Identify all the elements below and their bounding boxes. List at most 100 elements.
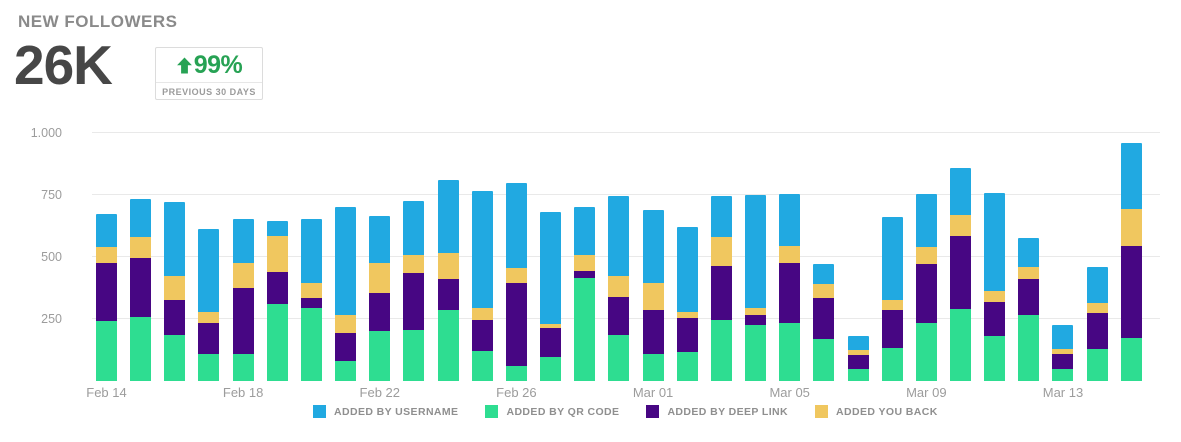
segment-added-by-qr-code[interactable]	[96, 321, 117, 381]
segment-added-by-deep-link[interactable]	[266, 271, 288, 305]
segment-added-by-qr-code[interactable]	[1086, 348, 1108, 381]
segment-added-you-back[interactable]	[915, 247, 937, 265]
segment-added-by-qr-code[interactable]	[266, 304, 288, 381]
segment-added-by-username[interactable]	[1052, 325, 1074, 349]
segment-added-by-username[interactable]	[369, 216, 391, 264]
segment-added-by-qr-code[interactable]	[232, 353, 254, 381]
bar-mar-12[interactable]	[1018, 238, 1040, 381]
segment-added-you-back[interactable]	[1086, 302, 1108, 313]
bar-feb-21[interactable]	[335, 207, 357, 381]
legend-item-added-by-qr-code[interactable]: ADDED BY QR CODE	[485, 405, 619, 418]
bar-feb-22[interactable]	[369, 216, 391, 381]
legend-item-added-you-back[interactable]: ADDED YOU BACK	[815, 405, 938, 418]
bar-mar-06[interactable]	[813, 264, 835, 381]
segment-added-you-back[interactable]	[300, 283, 322, 298]
segment-added-you-back[interactable]	[950, 214, 971, 236]
legend-item-added-by-deep-link[interactable]: ADDED BY DEEP LINK	[646, 405, 788, 418]
bar-feb-26[interactable]	[505, 182, 527, 381]
segment-added-by-qr-code[interactable]	[1120, 337, 1142, 381]
segment-added-by-username[interactable]	[266, 221, 288, 236]
segment-added-by-deep-link[interactable]	[881, 310, 903, 348]
segment-added-by-username[interactable]	[1018, 238, 1040, 267]
segment-added-by-username[interactable]	[574, 207, 596, 255]
segment-added-you-back[interactable]	[335, 315, 357, 333]
segment-added-you-back[interactable]	[198, 311, 220, 323]
legend-item-added-by-username[interactable]: ADDED BY USERNAME	[313, 405, 458, 418]
bar-mar-03[interactable]	[710, 196, 732, 381]
segment-added-by-username[interactable]	[915, 193, 937, 248]
segment-added-you-back[interactable]	[96, 247, 117, 264]
segment-added-by-qr-code[interactable]	[779, 322, 801, 381]
segment-added-by-qr-code[interactable]	[813, 338, 835, 381]
segment-added-by-qr-code[interactable]	[198, 353, 220, 381]
segment-added-by-deep-link[interactable]	[1086, 312, 1108, 349]
segment-added-by-username[interactable]	[608, 196, 630, 276]
segment-added-by-deep-link[interactable]	[300, 297, 322, 308]
segment-added-by-qr-code[interactable]	[984, 336, 1006, 381]
segment-added-by-qr-code[interactable]	[1018, 315, 1040, 381]
segment-added-you-back[interactable]	[471, 307, 493, 321]
segment-added-you-back[interactable]	[847, 350, 869, 355]
segment-added-by-username[interactable]	[710, 196, 732, 238]
segment-added-you-back[interactable]	[676, 311, 698, 318]
segment-added-by-deep-link[interactable]	[710, 265, 732, 321]
segment-added-by-username[interactable]	[642, 209, 664, 284]
bar-feb-14[interactable]	[96, 213, 117, 381]
segment-added-by-qr-code[interactable]	[950, 309, 971, 381]
segment-added-you-back[interactable]	[164, 275, 186, 301]
segment-added-by-username[interactable]	[164, 202, 186, 276]
segment-added-by-username[interactable]	[1086, 266, 1108, 303]
segment-added-by-qr-code[interactable]	[881, 347, 903, 381]
segment-added-by-deep-link[interactable]	[96, 263, 117, 322]
segment-added-by-qr-code[interactable]	[335, 361, 357, 381]
segment-added-you-back[interactable]	[437, 253, 459, 280]
segment-added-by-username[interactable]	[198, 228, 220, 312]
segment-added-by-deep-link[interactable]	[915, 264, 937, 323]
bar-mar-09[interactable]	[915, 193, 937, 381]
segment-added-by-username[interactable]	[96, 213, 117, 248]
segment-added-by-username[interactable]	[232, 218, 254, 264]
segment-added-you-back[interactable]	[403, 254, 425, 274]
segment-added-by-qr-code[interactable]	[540, 357, 562, 381]
segment-added-by-deep-link[interactable]	[335, 332, 357, 362]
segment-added-by-deep-link[interactable]	[369, 292, 391, 332]
segment-added-by-qr-code[interactable]	[437, 310, 459, 381]
bar-feb-16[interactable]	[164, 202, 186, 381]
segment-added-you-back[interactable]	[779, 245, 801, 264]
bar-feb-17[interactable]	[198, 228, 220, 381]
segment-added-by-deep-link[interactable]	[130, 258, 152, 317]
segment-added-by-username[interactable]	[881, 217, 903, 301]
segment-added-by-username[interactable]	[471, 191, 493, 308]
segment-added-by-deep-link[interactable]	[642, 310, 664, 354]
segment-added-by-username[interactable]	[813, 264, 835, 285]
segment-added-by-username[interactable]	[130, 198, 152, 238]
segment-added-you-back[interactable]	[1120, 208, 1142, 246]
bar-feb-15[interactable]	[130, 198, 152, 381]
segment-added-by-deep-link[interactable]	[505, 283, 527, 367]
segment-added-you-back[interactable]	[710, 237, 732, 266]
segment-added-by-qr-code[interactable]	[676, 352, 698, 381]
bar-mar-01[interactable]	[642, 209, 664, 381]
segment-added-you-back[interactable]	[984, 290, 1006, 302]
bar-mar-15[interactable]	[1120, 142, 1142, 381]
segment-added-by-deep-link[interactable]	[676, 317, 698, 353]
segment-added-by-deep-link[interactable]	[1120, 245, 1142, 338]
segment-added-by-deep-link[interactable]	[984, 301, 1006, 337]
segment-added-by-deep-link[interactable]	[232, 288, 254, 354]
segment-added-by-deep-link[interactable]	[437, 279, 459, 311]
segment-added-by-username[interactable]	[779, 193, 801, 246]
bar-feb-20[interactable]	[300, 218, 322, 381]
bar-mar-05[interactable]	[779, 193, 801, 381]
bar-feb-27[interactable]	[540, 212, 562, 381]
bar-feb-25[interactable]	[471, 191, 493, 381]
segment-added-you-back[interactable]	[1052, 348, 1074, 354]
segment-added-by-qr-code[interactable]	[130, 316, 152, 381]
segment-added-by-deep-link[interactable]	[403, 273, 425, 331]
bar-feb-23[interactable]	[403, 201, 425, 381]
segment-added-by-username[interactable]	[745, 195, 767, 308]
segment-added-by-deep-link[interactable]	[164, 300, 186, 336]
segment-added-by-qr-code[interactable]	[608, 335, 630, 381]
segment-added-by-deep-link[interactable]	[574, 270, 596, 279]
bar-mar-04[interactable]	[745, 195, 767, 381]
segment-added-by-deep-link[interactable]	[779, 263, 801, 323]
